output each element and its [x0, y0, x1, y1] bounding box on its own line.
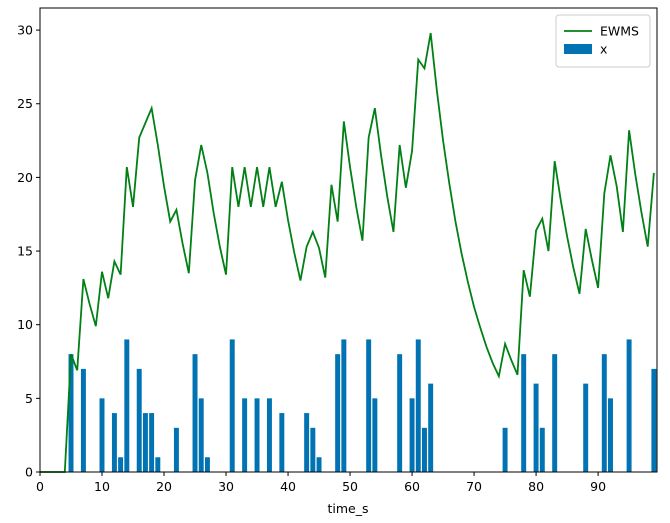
x-axis-ticks: 0 10 20 30 40 50 60 70 80 90 — [36, 472, 606, 494]
bar-x-99 — [651, 368, 657, 472]
bar-x-27 — [204, 457, 210, 472]
bar-x-44 — [310, 427, 316, 472]
line-series-ewms — [40, 32, 655, 473]
x-tick-label: 50 — [342, 479, 358, 494]
bar-x-25 — [192, 354, 198, 472]
bar-x-5 — [68, 354, 74, 472]
y-tick-label: 20 — [17, 170, 33, 185]
y-tick-label: 0 — [25, 465, 33, 480]
bar-x-26 — [198, 398, 204, 472]
bar-x-61 — [415, 339, 421, 472]
bar-x-19 — [155, 457, 161, 472]
bar-x-7 — [80, 368, 86, 472]
legend-label-x: x — [600, 42, 607, 57]
bar-x-78 — [521, 354, 527, 472]
bar-x-91 — [601, 354, 607, 472]
bar-x-80 — [533, 383, 539, 472]
x-tick-label: 60 — [404, 479, 420, 494]
bar-x-43 — [304, 413, 310, 472]
bar-x-37 — [266, 398, 272, 472]
x-tick-label: 20 — [156, 479, 172, 494]
legend-swatch-x — [564, 44, 592, 54]
bar-x-45 — [316, 457, 322, 472]
x-tick-label: 30 — [218, 479, 234, 494]
x-axis-title: time_s — [327, 501, 368, 516]
bar-x-16 — [136, 368, 142, 472]
y-tick-label: 5 — [25, 391, 33, 406]
bar-x-33 — [242, 398, 248, 472]
bar-x-12 — [111, 413, 117, 472]
x-tick-label: 80 — [528, 479, 544, 494]
bar-series-x — [68, 339, 657, 472]
legend: EWMS x — [555, 14, 651, 68]
bar-x-17 — [142, 413, 148, 472]
x-tick-label: 0 — [36, 479, 44, 494]
y-tick-label: 10 — [17, 317, 33, 332]
y-tick-label: 25 — [17, 96, 33, 111]
bar-x-49 — [341, 339, 347, 472]
bar-x-53 — [366, 339, 372, 472]
y-tick-label: 15 — [17, 244, 33, 259]
bar-x-83 — [552, 354, 558, 472]
bar-x-14 — [124, 339, 130, 472]
bar-x-31 — [229, 339, 235, 472]
bar-x-58 — [397, 354, 403, 472]
bar-x-60 — [409, 398, 415, 472]
bar-x-88 — [583, 383, 589, 472]
x-tick-label: 70 — [466, 479, 482, 494]
bar-x-18 — [149, 413, 155, 472]
x-tick-label: 40 — [280, 479, 296, 494]
bar-x-39 — [279, 413, 285, 472]
x-tick-label: 10 — [94, 479, 110, 494]
bar-x-92 — [608, 398, 613, 472]
bar-x-54 — [372, 398, 378, 472]
bar-x-22 — [173, 427, 179, 472]
bar-x-10 — [99, 398, 105, 472]
bar-x-62 — [421, 427, 427, 472]
bar-x-13 — [118, 457, 124, 472]
bar-x-48 — [335, 354, 341, 472]
bar-x-35 — [254, 398, 260, 472]
bar-x-75 — [502, 427, 508, 472]
x-tick-label: 90 — [590, 479, 606, 494]
plot-frame — [39, 7, 658, 473]
y-axis-ticks: 0 5 10 15 20 25 30 — [17, 23, 40, 480]
y-tick-label: 30 — [17, 23, 33, 38]
legend-label-ewms: EWMS — [600, 24, 639, 39]
bar-x-63 — [428, 383, 434, 472]
bar-x-81 — [539, 427, 545, 472]
bar-x-95 — [626, 339, 632, 472]
